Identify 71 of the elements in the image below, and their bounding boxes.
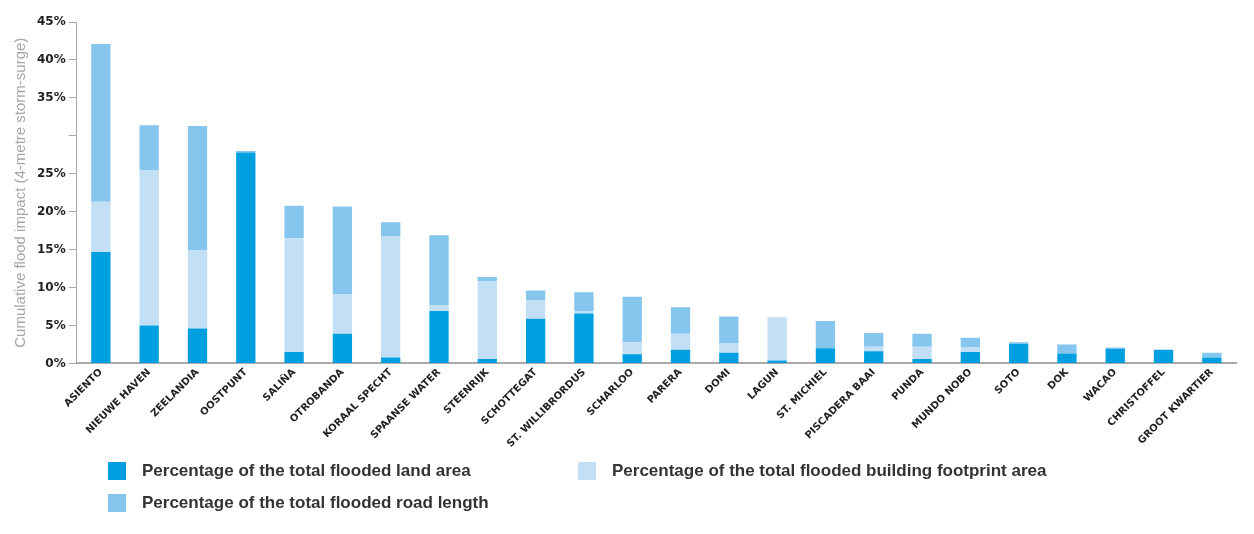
y-tick-label: 15%: [36, 241, 66, 256]
bar: [960, 337, 980, 348]
bar: [1008, 343, 1029, 363]
y-tick-label: 35%: [36, 90, 66, 104]
bar: [187, 125, 208, 251]
bar: [139, 169, 159, 326]
bar: [670, 349, 691, 363]
bar: [139, 325, 159, 363]
legend-label: Percentage of the total flooded building footprint area: [612, 461, 1047, 481]
bar: [332, 206, 353, 295]
bar: [574, 311, 594, 314]
bar: [622, 354, 642, 363]
y-tick-label: 5%: [45, 317, 66, 332]
y-axis-title: Cumulative flood impact (4-metre storm-surge): [11, 37, 29, 348]
y-tick-label: 25%: [36, 165, 66, 180]
y-tick-label: 10%: [36, 279, 66, 294]
bar: [525, 300, 546, 319]
bar: [91, 201, 111, 252]
bar: [284, 352, 304, 363]
bar: [864, 333, 884, 347]
bar: [767, 317, 787, 361]
bar: [187, 250, 208, 329]
bar: [912, 358, 932, 363]
bar: [187, 328, 208, 363]
bar: [525, 318, 546, 363]
bar: [477, 281, 497, 359]
bar: [864, 351, 884, 363]
legend-label: Percentage of the total flooded road length: [142, 493, 489, 513]
bar: [622, 342, 642, 355]
bar: [1105, 349, 1125, 363]
bar: [912, 333, 932, 347]
bar: [1153, 349, 1174, 363]
bar: [477, 358, 497, 363]
bar: [912, 346, 932, 359]
bar: [719, 342, 739, 353]
bar: [815, 320, 836, 349]
bar: [960, 352, 980, 363]
bar: [236, 152, 256, 363]
bar: [332, 333, 353, 363]
bar: [574, 292, 594, 312]
bar: [719, 316, 739, 343]
y-tick-label: 45%: [36, 14, 66, 29]
bar: [719, 352, 739, 363]
bar: [670, 333, 691, 350]
bar: [381, 222, 401, 236]
bar: [284, 205, 304, 239]
y-tick-label: 20%: [36, 203, 66, 218]
bar: [574, 313, 594, 363]
bar: [381, 235, 401, 358]
bar: [622, 296, 642, 343]
bar: [139, 125, 159, 170]
bar: [91, 251, 111, 363]
bar: [381, 357, 401, 363]
y-tick-label: 40%: [36, 52, 66, 67]
bar: [332, 294, 353, 334]
bar: [1057, 353, 1077, 363]
bar: [525, 290, 546, 301]
bar: [767, 360, 787, 363]
bar: [284, 238, 304, 353]
bar: [1057, 344, 1077, 354]
bar: [1202, 352, 1222, 358]
bar: [429, 305, 449, 312]
bar: [429, 311, 449, 363]
bar: [815, 348, 836, 363]
bar: [670, 307, 691, 334]
y-tick-label: 0%: [45, 355, 66, 370]
bar: [91, 44, 111, 202]
legend-label: Percentage of the total flooded land area: [142, 461, 471, 481]
bar: [429, 235, 449, 306]
bar: [1202, 357, 1222, 363]
bar: [477, 276, 497, 282]
